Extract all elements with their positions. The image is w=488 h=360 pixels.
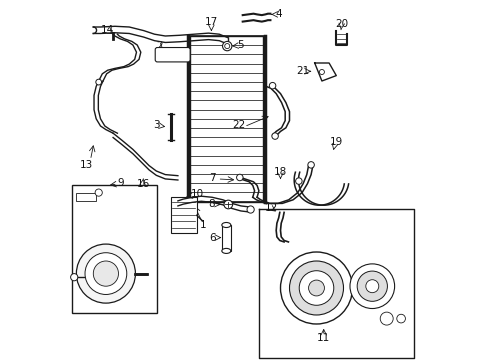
Text: 22: 22 [232, 120, 245, 130]
Circle shape [85, 253, 126, 294]
Text: 1: 1 [200, 220, 206, 230]
Text: 12: 12 [264, 203, 278, 213]
Text: 16: 16 [136, 179, 149, 189]
Ellipse shape [222, 222, 230, 228]
Circle shape [269, 82, 275, 89]
Circle shape [224, 44, 229, 49]
Bar [222, 225, 230, 251]
Circle shape [319, 69, 324, 75]
Circle shape [224, 200, 232, 209]
Circle shape [246, 206, 254, 213]
Text: 5: 5 [236, 40, 243, 50]
Text: 3: 3 [153, 120, 159, 130]
Text: 9: 9 [117, 178, 123, 188]
Circle shape [70, 274, 78, 281]
Text: 4: 4 [275, 9, 282, 19]
Circle shape [271, 133, 278, 139]
Text: 17: 17 [204, 17, 218, 27]
Circle shape [289, 261, 343, 315]
Text: 21: 21 [296, 66, 309, 76]
Text: 6: 6 [209, 233, 216, 243]
Circle shape [365, 280, 378, 293]
Circle shape [93, 261, 118, 286]
Text: 14: 14 [100, 24, 113, 35]
Circle shape [76, 244, 135, 303]
Circle shape [356, 271, 386, 301]
Text: 10: 10 [191, 189, 204, 199]
Circle shape [396, 314, 405, 323]
Ellipse shape [222, 248, 230, 253]
Bar [76, 193, 96, 201]
Circle shape [349, 264, 394, 309]
Text: 2: 2 [156, 41, 163, 51]
Circle shape [380, 312, 392, 325]
Bar [72, 185, 157, 313]
Circle shape [236, 174, 243, 181]
Circle shape [299, 271, 333, 305]
Text: 19: 19 [329, 137, 342, 147]
Circle shape [95, 189, 102, 196]
Bar [190, 36, 262, 202]
Text: 20: 20 [334, 19, 347, 30]
Circle shape [280, 252, 352, 324]
Text: 8: 8 [207, 199, 214, 209]
FancyBboxPatch shape [155, 48, 190, 62]
Circle shape [307, 162, 314, 168]
Circle shape [222, 41, 231, 51]
Circle shape [96, 79, 102, 85]
Circle shape [295, 178, 302, 184]
Text: 18: 18 [273, 167, 286, 177]
Text: 13: 13 [80, 160, 93, 170]
Text: 15: 15 [183, 220, 196, 230]
Text: 7: 7 [208, 173, 215, 183]
Text: 11: 11 [316, 333, 330, 343]
Circle shape [308, 280, 324, 296]
Bar [170, 197, 196, 233]
